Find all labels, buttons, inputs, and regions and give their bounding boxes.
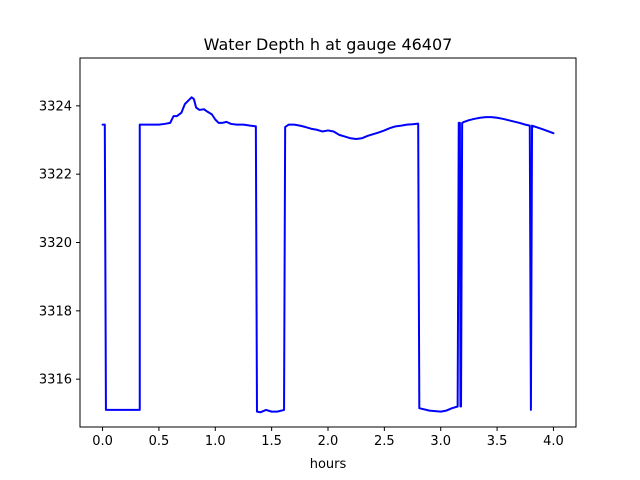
plot-area xyxy=(79,57,577,428)
y-tick-label: 3318 xyxy=(39,304,72,319)
plot-background xyxy=(80,58,576,427)
chart-title: Water Depth h at gauge 46407 xyxy=(204,35,453,54)
y-tick-label: 3320 xyxy=(39,236,72,251)
x-tick-label: 4.0 xyxy=(543,434,564,449)
x-tick-label: 0.5 xyxy=(149,434,170,449)
x-tick-label: 3.0 xyxy=(430,434,451,449)
x-axis: 0.0 0.5 1.0 1.5 2.0 2.5 3.0 3.5 4.0 xyxy=(92,427,564,449)
y-axis: 3316 3318 3320 3322 3324 xyxy=(39,99,80,388)
series-line-0 xyxy=(101,96,555,414)
x-tick-label: 0.0 xyxy=(92,434,113,449)
x-axis-label: hours xyxy=(310,457,347,472)
x-tick-label: 3.5 xyxy=(487,434,508,449)
y-tick-label: 3322 xyxy=(39,168,72,183)
y-tick-label: 3324 xyxy=(39,99,72,114)
series-layer xyxy=(101,96,555,414)
x-tick-label: 1.0 xyxy=(205,434,226,449)
y-tick-label: 3316 xyxy=(39,373,72,388)
x-tick-label: 1.5 xyxy=(261,434,282,449)
x-tick-label: 2.5 xyxy=(374,434,395,449)
x-tick-label: 2.0 xyxy=(318,434,339,449)
